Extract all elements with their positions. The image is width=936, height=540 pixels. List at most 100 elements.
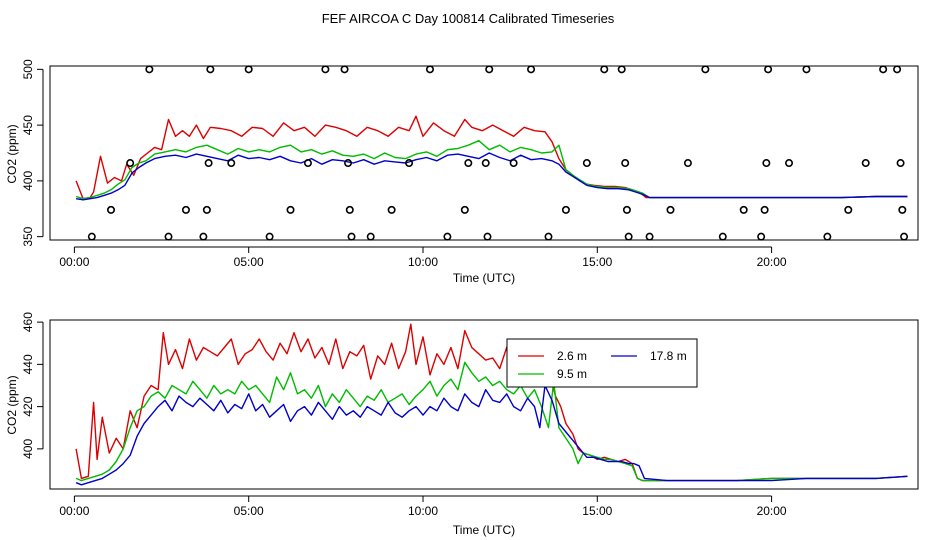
- data-point-calibration-points: [347, 232, 356, 241]
- legend-label-9-5m: 9.5 m: [557, 367, 587, 381]
- data-point-calibration-points: [460, 205, 469, 214]
- panel-tower-levels: 00:00 05:00 10:00 15:00 20:00 400 420 440 460 Ti…: [5, 312, 919, 537]
- data-point-calibration-points: [624, 232, 633, 241]
- series-line-17-8-m: [75, 152, 908, 201]
- y-tick-label: 420: [21, 396, 35, 416]
- y-tick-label: 460: [21, 312, 35, 332]
- y-tick-label: 350: [21, 226, 35, 246]
- y-tick-label: 500: [21, 59, 35, 79]
- data-point-calibration-points: [683, 159, 692, 168]
- data-point-calibration-points: [244, 65, 253, 74]
- data-point-calibration-points: [622, 205, 631, 214]
- data-point-calibration-points: [387, 205, 396, 214]
- legend-label-2-6m: 2.6 m: [557, 349, 587, 363]
- x-tick-label: 15:00: [582, 504, 612, 518]
- data-point-calibration-points: [303, 159, 312, 168]
- x-tick-label: 05:00: [234, 504, 264, 518]
- data-point-calibration-points: [844, 205, 853, 214]
- data-point-calibration-points: [561, 205, 570, 214]
- data-point-calibration-points: [340, 65, 349, 74]
- x-tick-label: 10:00: [408, 255, 438, 269]
- panel-calibration: 00:00 05:00 10:00 15:00 20:00 350 400 450 500 Ti…: [5, 59, 919, 285]
- data-point-calibration-points: [509, 159, 518, 168]
- data-point-calibration-points: [861, 159, 870, 168]
- data-point-calibration-points: [164, 232, 173, 241]
- series-line-2-6-m: [75, 115, 908, 200]
- data-point-calibration-points: [483, 232, 492, 241]
- data-point-calibration-points: [345, 205, 354, 214]
- data-point-calibration-points: [87, 232, 96, 241]
- x-tick-label: 20:00: [757, 504, 787, 518]
- figure-title: FEF AIRCOA C Day 100814 Calibrated Times…: [322, 11, 615, 26]
- x-axis-label: Time (UTC): [453, 523, 515, 537]
- data-point-calibration-points: [202, 205, 211, 214]
- plot-frame: [49, 319, 919, 490]
- data-point-calibration-points: [701, 65, 710, 74]
- y-tick-label: 400: [21, 171, 35, 191]
- series-line-9-5-m: [75, 139, 908, 200]
- series-group: [75, 323, 908, 486]
- data-point-calibration-points: [582, 159, 591, 168]
- data-point-calibration-points: [893, 65, 902, 74]
- x-tick-label: 00:00: [59, 504, 89, 518]
- data-point-calibration-points: [227, 159, 236, 168]
- data-point-calibration-points: [617, 65, 626, 74]
- x-tick-label: 10:00: [408, 504, 438, 518]
- data-point-calibration-points: [739, 205, 748, 214]
- data-point-calibration-points: [344, 159, 353, 168]
- data-point-calibration-points: [600, 65, 609, 74]
- data-point-calibration-points: [621, 159, 630, 168]
- data-point-calibration-points: [366, 232, 375, 241]
- data-point-calibration-points: [425, 65, 434, 74]
- data-point-calibration-points: [900, 232, 909, 241]
- data-point-calibration-points: [764, 65, 773, 74]
- data-point-calibration-points: [760, 205, 769, 214]
- data-point-calibration-points: [757, 232, 766, 241]
- data-point-calibration-points: [785, 159, 794, 168]
- x-tick-label: 15:00: [582, 255, 612, 269]
- data-point-calibration-points: [464, 159, 473, 168]
- data-point-calibration-points: [666, 205, 675, 214]
- data-point-calibration-points: [879, 65, 888, 74]
- data-point-calibration-points: [265, 232, 274, 241]
- data-point-calibration-points: [321, 65, 330, 74]
- data-point-calibration-points: [107, 205, 116, 214]
- data-point-calibration-points: [199, 232, 208, 241]
- x-tick-label: 00:00: [59, 255, 89, 269]
- series-line-17-8-m: [75, 384, 908, 486]
- axis-ticks: 00:00 05:00 10:00 15:00 20:00 400 420 440 460: [21, 312, 787, 518]
- data-point-calibration-points: [544, 232, 553, 241]
- y-axis-label: CO2 (ppm): [5, 375, 19, 434]
- data-point-calibration-points: [181, 205, 190, 214]
- data-point-calibration-points: [405, 159, 414, 168]
- data-point-calibration-points: [896, 159, 905, 168]
- data-point-calibration-points: [126, 159, 135, 168]
- data-point-calibration-points: [286, 205, 295, 214]
- series-line-9-5-m: [75, 361, 908, 482]
- data-point-calibration-points: [206, 65, 215, 74]
- data-point-calibration-points: [443, 232, 452, 241]
- data-point-calibration-points: [898, 205, 907, 214]
- series-group: [75, 65, 909, 241]
- data-point-calibration-points: [527, 65, 536, 74]
- data-point-calibration-points: [645, 232, 654, 241]
- y-tick-label: 400: [21, 439, 35, 459]
- data-point-calibration-points: [718, 232, 727, 241]
- x-axis-label: Time (UTC): [453, 271, 515, 285]
- legend-label-17-8m: 17.8 m: [650, 349, 687, 363]
- x-tick-label: 05:00: [234, 255, 264, 269]
- data-point-calibration-points: [481, 159, 490, 168]
- data-point-calibration-points: [485, 65, 494, 74]
- data-point-calibration-points: [802, 65, 811, 74]
- y-axis-label: CO2 (ppm): [5, 124, 19, 183]
- y-tick-label: 450: [21, 115, 35, 135]
- legend-box: [506, 338, 698, 388]
- data-point-calibration-points: [204, 159, 213, 168]
- series-line-2-6-m: [75, 323, 908, 482]
- axis-ticks: 00:00 05:00 10:00 15:00 20:00 350 400 450 500: [21, 59, 787, 269]
- plot-frame: [49, 65, 919, 241]
- data-point-calibration-points: [823, 232, 832, 241]
- legend: 2.6 m 17.8 m 9.5 m: [506, 338, 698, 388]
- x-tick-label: 20:00: [757, 255, 787, 269]
